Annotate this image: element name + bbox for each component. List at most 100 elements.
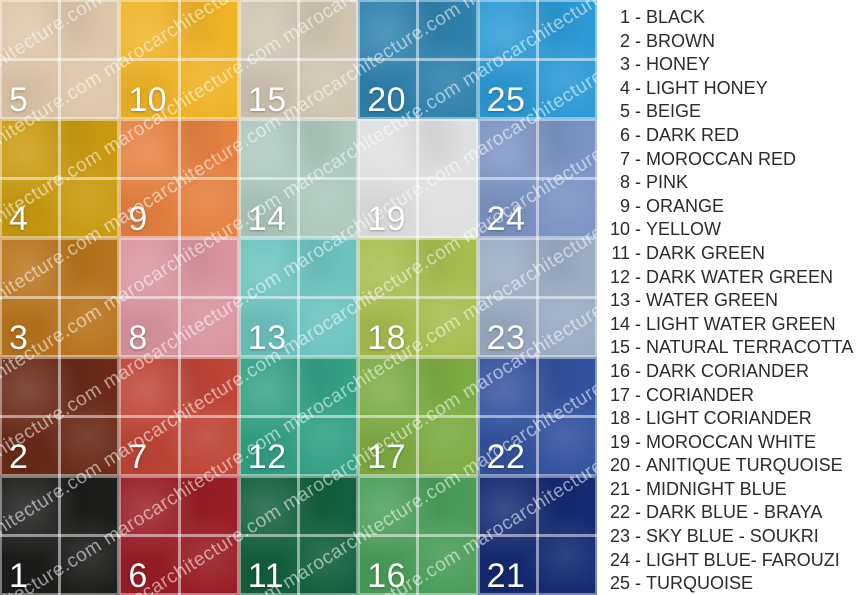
color-swatch-10[interactable]: 10 bbox=[119, 0, 239, 119]
swatch-number: 25 bbox=[486, 81, 526, 119]
swatch-number: 18 bbox=[367, 319, 407, 357]
legend-item-21: 21- MIDNIGHT BLUE bbox=[600, 478, 867, 502]
legend-item-25: 25- TURQUOISE bbox=[600, 572, 867, 595]
legend-separator: - bbox=[635, 242, 641, 263]
legend-number: 21 bbox=[609, 478, 630, 499]
legend-item-5: 5- BEIGE bbox=[600, 100, 867, 124]
legend-item-13: 13- WATER GREEN bbox=[600, 289, 867, 313]
legend-separator: - bbox=[635, 384, 641, 405]
legend-separator: - bbox=[635, 360, 641, 381]
swatch-number: 6 bbox=[128, 557, 148, 595]
color-swatch-14[interactable]: 14 bbox=[238, 119, 359, 238]
color-swatch-4[interactable]: 4 bbox=[0, 119, 120, 238]
legend-number: 13 bbox=[609, 290, 630, 311]
legend-label: SKY BLUE - SOUKRI bbox=[646, 526, 819, 547]
color-swatch-21[interactable]: 21 bbox=[477, 476, 597, 595]
legend-label: BEIGE bbox=[646, 101, 702, 122]
swatch-number: 14 bbox=[247, 200, 287, 238]
legend-item-11: 11- DARK GREEN bbox=[600, 242, 867, 266]
legend-item-14: 14- LIGHT WATER GREEN bbox=[600, 313, 867, 337]
legend-separator: - bbox=[635, 54, 641, 75]
legend-item-22: 22- DARK BLUE - BRAYA bbox=[600, 501, 867, 525]
legend-separator: - bbox=[635, 148, 641, 169]
legend-label: DARK CORIANDER bbox=[646, 360, 810, 381]
swatch-number: 13 bbox=[247, 319, 287, 357]
legend-separator: - bbox=[635, 266, 641, 287]
legend-item-18: 18- LIGHT CORIANDER bbox=[600, 407, 867, 431]
legend-number: 10 bbox=[609, 219, 630, 240]
color-swatch-22[interactable]: 22 bbox=[477, 357, 597, 476]
swatch-number: 19 bbox=[367, 200, 407, 238]
color-swatch-7[interactable]: 7 bbox=[119, 357, 239, 476]
legend-separator: - bbox=[635, 337, 641, 358]
swatch-number: 5 bbox=[9, 81, 29, 119]
legend-item-23: 23- SKY BLUE - SOUKRI bbox=[600, 525, 867, 549]
color-swatch-11[interactable]: 11 bbox=[238, 476, 359, 595]
color-swatch-25[interactable]: 25 bbox=[477, 0, 597, 119]
legend-number: 23 bbox=[609, 526, 630, 547]
legend-label: BROWN bbox=[646, 30, 715, 51]
color-swatch-5[interactable]: 5 bbox=[0, 0, 120, 119]
legend-label: LIGHT WATER GREEN bbox=[646, 313, 836, 334]
legend-label: MOROCCAN RED bbox=[646, 148, 797, 169]
color-swatch-2[interactable]: 2 bbox=[0, 357, 120, 476]
legend-item-20: 20- ANITIQUE TURQUOISE bbox=[600, 454, 867, 478]
legend-number: 12 bbox=[609, 266, 630, 287]
color-swatch-24[interactable]: 24 bbox=[477, 119, 597, 238]
color-swatch-12[interactable]: 12 bbox=[238, 357, 359, 476]
legend-separator: - bbox=[635, 408, 641, 429]
legend-separator: - bbox=[635, 478, 641, 499]
legend-number: 11 bbox=[611, 242, 630, 263]
legend-label: NATURAL TERRACOTTA bbox=[646, 337, 854, 358]
legend-number: 20 bbox=[609, 455, 630, 476]
color-swatch-18[interactable]: 18 bbox=[358, 238, 478, 357]
swatch-number: 24 bbox=[486, 200, 526, 238]
legend-number: 4 bbox=[619, 77, 630, 98]
legend-separator: - bbox=[635, 195, 641, 216]
legend-label: LIGHT HONEY bbox=[646, 77, 768, 98]
legend-number: 8 bbox=[619, 172, 630, 193]
legend-number: 25 bbox=[609, 573, 630, 594]
color-swatch-20[interactable]: 20 bbox=[358, 0, 478, 119]
color-swatch-9[interactable]: 9 bbox=[119, 119, 239, 238]
legend-number: 7 bbox=[619, 148, 630, 169]
color-swatch-17[interactable]: 17 bbox=[358, 357, 478, 476]
color-swatch-15[interactable]: 15 bbox=[238, 0, 359, 119]
legend-item-10: 10- YELLOW bbox=[600, 218, 867, 242]
legend-separator: - bbox=[635, 7, 641, 27]
color-swatch-3[interactable]: 3 bbox=[0, 238, 120, 357]
color-swatch-16[interactable]: 16 bbox=[358, 476, 478, 595]
legend-item-2: 2- BROWN bbox=[600, 30, 867, 54]
legend-label: ANITIQUE TURQUOISE bbox=[646, 455, 843, 476]
legend-label: DARK RED bbox=[646, 124, 740, 145]
legend-number: 19 bbox=[609, 431, 630, 452]
legend-number: 22 bbox=[609, 502, 630, 523]
legend-label: LIGHT BLUE- FAROUZI bbox=[646, 549, 840, 570]
legend-label: WATER GREEN bbox=[646, 290, 779, 311]
legend-separator: - bbox=[635, 101, 641, 122]
legend-label: DARK GREEN bbox=[646, 242, 766, 263]
swatch-number: 2 bbox=[9, 438, 29, 476]
color-swatch-23[interactable]: 23 bbox=[477, 238, 597, 357]
legend-label: MOROCCAN WHITE bbox=[646, 431, 816, 452]
tile-swatch-panel: 5 10 15 20 25 4 9 14 19 24 3 8 13 18 23 2 7 12 17 22 1 6 11 16 2… bbox=[0, 0, 597, 595]
legend-item-1: 1- BLACK bbox=[600, 6, 867, 30]
swatch-number: 12 bbox=[247, 438, 287, 476]
legend-number: 3 bbox=[619, 54, 630, 75]
legend-label: PINK bbox=[646, 172, 689, 193]
legend-label: MIDNIGHT BLUE bbox=[646, 478, 787, 499]
color-swatch-6[interactable]: 6 bbox=[119, 476, 239, 595]
legend-label: TURQUOISE bbox=[646, 573, 754, 594]
color-swatch-1[interactable]: 1 bbox=[0, 476, 120, 595]
swatch-number: 11 bbox=[247, 557, 285, 595]
swatch-number: 8 bbox=[128, 319, 148, 357]
legend-label: DARK WATER GREEN bbox=[646, 266, 834, 287]
swatch-number: 17 bbox=[367, 438, 407, 476]
color-swatch-8[interactable]: 8 bbox=[119, 238, 239, 357]
color-swatch-13[interactable]: 13 bbox=[238, 238, 359, 357]
swatch-number: 4 bbox=[9, 200, 29, 238]
swatch-number: 23 bbox=[486, 319, 526, 357]
color-swatch-19[interactable]: 19 bbox=[358, 119, 478, 238]
legend-number: 2 bbox=[619, 30, 630, 51]
swatch-number: 9 bbox=[128, 200, 148, 238]
